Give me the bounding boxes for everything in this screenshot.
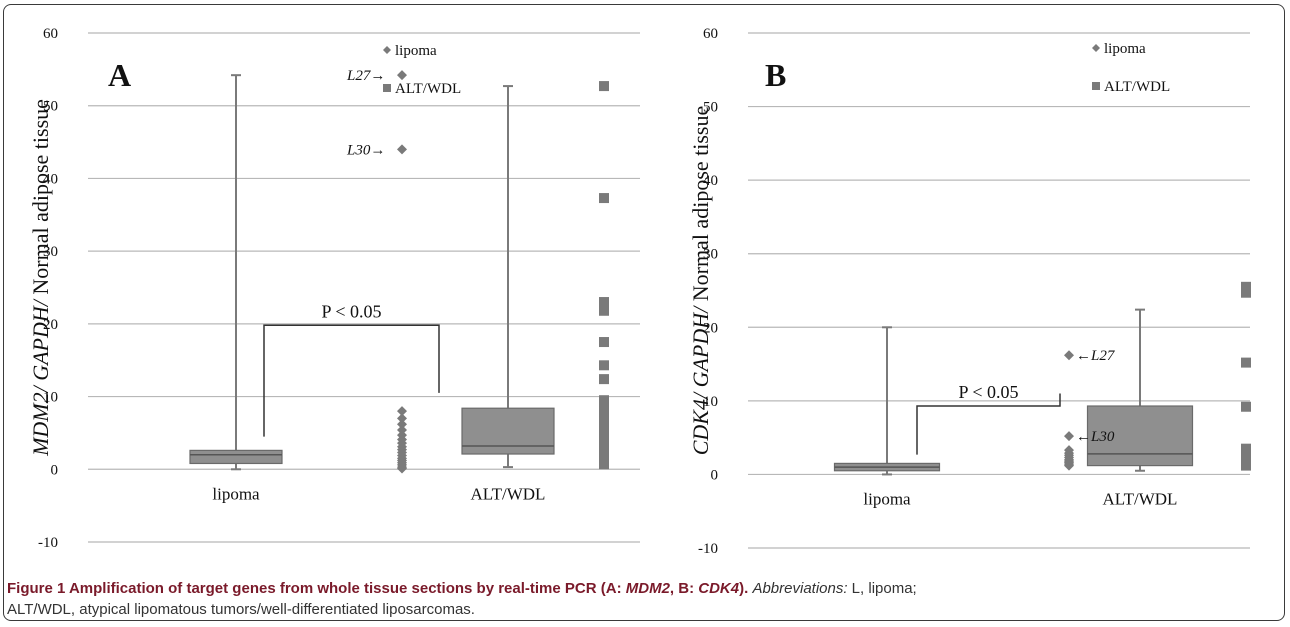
box-iqr	[1086, 405, 1194, 467]
y-tick-label: 50	[703, 100, 718, 116]
legend-label: ALT/WDL	[1104, 79, 1170, 95]
y-tick-label: 40	[703, 173, 718, 189]
data-point-alt-wdl	[599, 337, 609, 348]
legend-marker-square	[383, 84, 391, 92]
data-point-lipoma	[397, 144, 407, 155]
data-point-alt-wdl	[599, 402, 609, 413]
y-tick-label: 20	[43, 317, 58, 333]
data-point-alt-wdl	[599, 425, 609, 436]
panel-label: B	[765, 57, 786, 93]
data-point-alt-wdl	[599, 443, 609, 454]
caption-gene-b: CDK4	[698, 580, 740, 597]
caption-title: Figure 1 Amplification of target genes f…	[7, 580, 748, 597]
data-point-alt-wdl	[599, 297, 609, 308]
data-point-lipoma	[397, 70, 407, 81]
caption-figure-label: Figure 1	[7, 580, 66, 597]
y-tick-label: 30	[703, 247, 718, 263]
legend-label: lipoma	[1104, 41, 1146, 57]
x-category-label: ALT/WDL	[471, 484, 546, 503]
panel-a: -10 0 10 20 30 40 50 60 MDM2/ GAPDH/ Normal adip…	[28, 26, 640, 551]
data-point-alt-wdl	[599, 431, 609, 442]
significance-label: P < 0.05	[322, 301, 382, 321]
data-point-lipoma	[397, 463, 407, 474]
y-tick-label: 30	[43, 244, 58, 260]
significance-bracket	[916, 393, 1061, 455]
outlier-annotation: ←L27	[1076, 348, 1116, 364]
data-point-alt-wdl	[599, 411, 609, 422]
legend-marker-diamond	[1092, 44, 1100, 52]
y-tick-label: -10	[698, 541, 718, 557]
y-axis-label: MDM2/ GAPDH/ Normal adipose tissue	[28, 99, 53, 457]
data-point-lipoma	[1064, 460, 1074, 471]
y-tick-label: 60	[703, 26, 718, 42]
panel-label: A	[108, 57, 131, 93]
panel-b: -10 0 10 20 30 40 50 60 CDK4/ GAPDH/ Normal adip…	[688, 26, 1251, 557]
legend-marker-diamond	[383, 46, 391, 54]
outlier-annotation: ←L30	[1076, 429, 1115, 445]
y-tick-label: 50	[43, 99, 58, 115]
figure-caption: Figure 1 Amplification of target genes f…	[7, 578, 1277, 620]
legend-marker-square	[1092, 82, 1100, 90]
caption-title-part1: Amplification of target genes from whole…	[65, 580, 626, 597]
data-point-alt-wdl	[1241, 357, 1251, 368]
caption-abbrev-label: Abbreviations:	[752, 580, 848, 597]
data-point-lipoma	[397, 406, 407, 417]
caption-title-part3: ).	[739, 580, 749, 597]
data-point-alt-wdl	[599, 193, 609, 204]
box-iqr	[461, 407, 555, 455]
x-category-label: lipoma	[212, 484, 260, 503]
data-point-alt-wdl	[599, 395, 609, 406]
data-point-alt-wdl	[1241, 401, 1251, 412]
data-point-alt-wdl	[599, 305, 609, 316]
y-tick-label: 0	[711, 467, 719, 483]
y-axis-label-rest: Normal adipose tissue	[688, 106, 713, 307]
caption-title-part2: , B:	[669, 580, 699, 597]
significance-bracket	[263, 324, 440, 437]
data-point-lipoma	[397, 419, 407, 430]
legend-label: ALT/WDL	[395, 81, 461, 97]
data-point-alt-wdl	[1241, 287, 1251, 298]
caption-gene-a: MDM2	[625, 580, 670, 597]
outlier-annotation: L30→	[346, 142, 385, 158]
y-tick-label: -10	[38, 535, 58, 551]
box-iqr	[189, 449, 283, 465]
data-point-alt-wdl	[599, 419, 609, 430]
y-tick-label: 40	[43, 171, 58, 187]
caption-line-1: Figure 1 Amplification of target genes f…	[7, 578, 1277, 599]
data-point-alt-wdl	[599, 81, 609, 92]
data-point-alt-wdl	[599, 374, 609, 385]
data-point-lipoma	[397, 425, 407, 436]
x-category-label: ALT/WDL	[1103, 489, 1178, 508]
caption-line-2: ALT/WDL, atypical lipomatous tumors/well…	[7, 601, 475, 618]
y-tick-label: 10	[43, 390, 58, 406]
figure-frame	[3, 4, 1285, 621]
data-point-lipoma	[397, 413, 407, 424]
data-point-alt-wdl	[599, 360, 609, 371]
outlier-annotation: L27→	[346, 68, 385, 84]
y-axis-label: CDK4/ GAPDH/ Normal adipose tissue	[688, 106, 713, 456]
y-tick-label: 20	[703, 320, 718, 336]
y-axis-label-gene: MDM2/ GAPDH/	[28, 298, 53, 457]
x-category-label: lipoma	[863, 489, 911, 508]
data-point-alt-wdl	[1241, 281, 1251, 292]
data-point-alt-wdl	[1241, 443, 1251, 454]
y-axis-label-gene: CDK4/ GAPDH/	[688, 305, 713, 455]
data-point-lipoma	[1064, 431, 1074, 442]
legend-label: lipoma	[395, 43, 437, 59]
data-point-alt-wdl	[599, 438, 609, 449]
data-point-alt-wdl	[1241, 460, 1251, 471]
data-point-alt-wdl	[599, 459, 609, 470]
y-tick-label: 0	[51, 462, 59, 478]
data-point-alt-wdl	[599, 449, 609, 460]
data-point-lipoma	[1064, 350, 1074, 361]
y-tick-label: 60	[43, 26, 58, 42]
figure-charts: -10 0 10 20 30 40 50 60 MDM2/ GAPDH/ Normal adip…	[28, 26, 1251, 557]
y-axis-label-rest: Normal adipose tissue	[28, 99, 53, 300]
y-tick-label: 10	[703, 394, 718, 410]
caption-abbrev-line1: L, lipoma;	[847, 580, 917, 597]
significance-label: P < 0.05	[959, 382, 1019, 402]
